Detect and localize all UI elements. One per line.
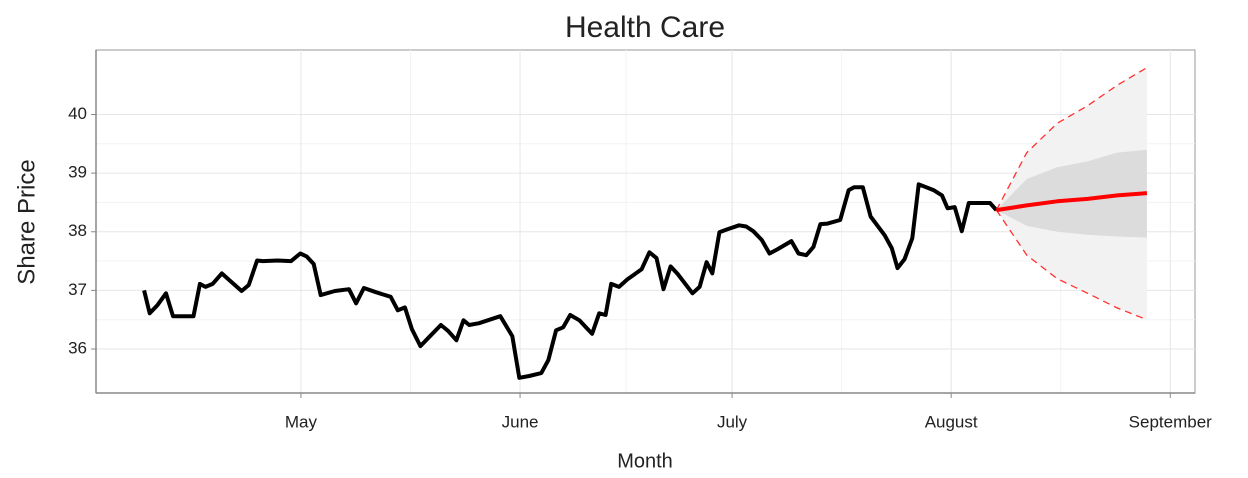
x-tick-label: September: [1129, 412, 1212, 431]
band-upper-edge: [995, 67, 1148, 211]
x-axis-label: Month: [617, 450, 673, 472]
y-axis-label: Share Price: [13, 159, 40, 284]
y-tick-label: 39: [68, 163, 87, 182]
y-tick-label: 36: [68, 339, 87, 358]
band-lower-edge: [995, 209, 1148, 321]
series-line: [996, 191, 1148, 213]
x-tick-label: June: [502, 412, 539, 431]
x-tick-label: July: [717, 412, 748, 431]
y-tick-label: 38: [68, 221, 87, 240]
y-tick-label: 37: [68, 280, 87, 299]
forecast-band: [996, 149, 1147, 238]
y-tick-label: 40: [68, 104, 87, 123]
x-tick-label: May: [285, 412, 318, 431]
chart-title: Health Care: [565, 11, 725, 44]
x-tick-label: August: [925, 412, 978, 431]
series-line: [142, 182, 998, 380]
